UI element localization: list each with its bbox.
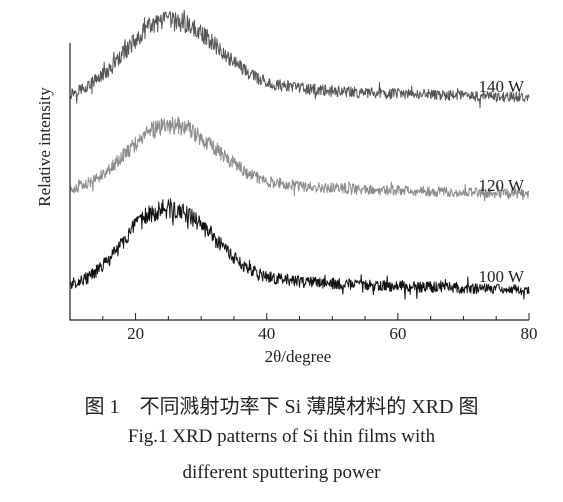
series-line-140w xyxy=(69,9,530,109)
caption-english-line2: different sputtering power xyxy=(182,462,381,483)
x-tick-label: 80 xyxy=(521,324,538,343)
series-label-100w: 100 W xyxy=(479,267,525,286)
x-tick-label: 60 xyxy=(389,324,406,343)
x-tick-label: 20 xyxy=(127,324,144,343)
series-label-140w: 140 W xyxy=(479,77,525,96)
series-line-100w xyxy=(69,198,530,300)
caption-english-line1: Fig.1 XRD patterns of Si thin films with xyxy=(127,426,436,447)
series-label-120w: 120 W xyxy=(479,176,525,195)
axes: 20 40 60 80 xyxy=(69,43,538,343)
x-axis-label: 2θ/degree xyxy=(265,347,332,366)
y-axis-label: Relative intensity xyxy=(35,87,54,207)
caption-chinese: 图 1 不同溅射功率下 Si 薄膜材料的 XRD 图 xyxy=(84,396,479,418)
x-tick-label: 40 xyxy=(258,324,275,343)
axis-frame xyxy=(69,43,529,321)
series-labels: 140 W 120 W 100 W xyxy=(479,77,525,286)
series-line-120w xyxy=(69,116,530,202)
series-layer xyxy=(69,9,530,300)
